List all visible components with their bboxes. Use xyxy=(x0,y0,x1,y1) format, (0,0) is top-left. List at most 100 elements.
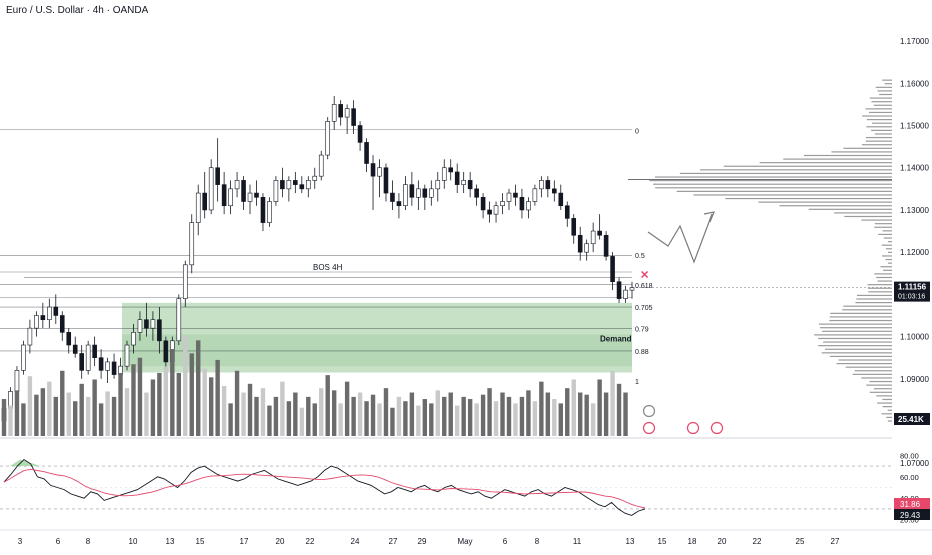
volume-bar xyxy=(105,391,110,436)
x-tick-label: 22 xyxy=(753,537,762,546)
volume-bar xyxy=(435,390,440,436)
candle-body xyxy=(267,201,272,223)
fib-level-label: 0.79 xyxy=(635,327,649,334)
candle-body xyxy=(47,306,52,320)
candle-body xyxy=(623,289,628,299)
fib-level-label: 0.705 xyxy=(635,305,653,312)
candle-body xyxy=(370,163,376,177)
volume-bar xyxy=(21,403,26,436)
candle-body xyxy=(312,175,318,181)
candle-body xyxy=(21,344,26,371)
volume-bar xyxy=(539,381,544,436)
volume-profile-bar xyxy=(758,201,892,203)
candle-body xyxy=(14,370,20,392)
candle-body xyxy=(474,188,479,198)
volume-profile-bar xyxy=(882,398,892,401)
volume-bar xyxy=(234,370,240,436)
volume-profile-bar xyxy=(873,388,892,390)
volume-profile-bar xyxy=(655,187,892,189)
volume-bar xyxy=(280,381,285,436)
volume-profile-bar xyxy=(873,104,892,106)
candle-body xyxy=(564,205,570,219)
x-tick-label: 29 xyxy=(418,537,427,546)
volume-bar xyxy=(331,390,337,436)
volume-profile-bar xyxy=(829,319,892,322)
x-tick-label: 3 xyxy=(18,537,23,546)
volume-bar xyxy=(47,381,52,436)
volume-bar xyxy=(98,403,104,436)
x-tick-label: May xyxy=(457,537,472,546)
x-tick-label: 20 xyxy=(718,537,727,546)
y-tick-label: 1.17000 xyxy=(900,37,929,46)
candle-body xyxy=(390,192,395,202)
volume-bar xyxy=(383,388,389,436)
candle-body xyxy=(539,180,544,190)
candle-body xyxy=(519,196,525,211)
volume-bar xyxy=(254,396,259,436)
volume-bar xyxy=(442,396,447,436)
candle-body xyxy=(182,264,188,299)
candle-body xyxy=(215,167,220,185)
candle-body xyxy=(416,188,421,198)
candle-body xyxy=(409,184,415,198)
volume-bar xyxy=(623,392,628,436)
volume-profile-bar xyxy=(877,90,892,92)
volume-profile-bar xyxy=(679,172,892,175)
volume-profile-bar xyxy=(882,406,892,408)
volume-bar xyxy=(422,399,428,436)
volume-profile-bar xyxy=(869,380,892,383)
candle-body xyxy=(318,154,324,177)
volume-bar xyxy=(85,396,91,436)
volume-profile-bar xyxy=(888,241,892,243)
volume-profile-bar xyxy=(878,233,892,236)
volume-profile-bar xyxy=(874,273,892,275)
candle-body xyxy=(273,180,279,202)
candle-body xyxy=(558,192,564,207)
invalidation-mark: ✕ xyxy=(640,269,649,281)
candle-body xyxy=(338,104,343,118)
candle-body xyxy=(305,180,311,190)
candle-body xyxy=(98,357,104,371)
volume-profile-bar xyxy=(865,140,892,142)
economic-event-icon xyxy=(686,421,700,435)
volume-bar xyxy=(364,401,369,436)
candle-body xyxy=(584,243,589,253)
candle-body xyxy=(293,180,298,185)
volume-bar xyxy=(500,392,505,436)
candle-body xyxy=(144,319,149,329)
x-tick-label: 25 xyxy=(796,537,805,546)
candle-body xyxy=(202,192,208,211)
volume-bar xyxy=(170,349,175,436)
y-tick-label: 1.15000 xyxy=(900,122,929,131)
volume-bar xyxy=(144,392,149,436)
volume-bar xyxy=(578,392,583,436)
volume-bar xyxy=(616,383,622,436)
volume-profile-bar xyxy=(874,223,892,225)
volume-bar xyxy=(183,336,188,436)
volume-bar xyxy=(208,377,214,436)
volume-profile-bar xyxy=(868,111,892,114)
countdown-label: 01:03:16 xyxy=(898,294,925,301)
volume-profile-bar xyxy=(869,97,892,99)
candle-body xyxy=(228,188,233,207)
volume-profile-bar xyxy=(699,169,892,171)
candle-body xyxy=(616,281,622,299)
volume-profile-bar xyxy=(843,305,892,307)
volume-profile-bar xyxy=(879,93,892,96)
candle-body xyxy=(577,234,583,253)
fib-level-label: 1 xyxy=(635,379,639,386)
demand-zone-inner xyxy=(122,334,632,367)
volume-profile-bar xyxy=(693,194,892,196)
volume-bar xyxy=(474,403,479,436)
volume-profile-bar xyxy=(885,248,892,250)
candle-body xyxy=(254,192,259,198)
volume-profile-bar xyxy=(887,409,892,411)
volume-bar xyxy=(247,383,253,436)
volume-bar xyxy=(480,394,486,436)
rsi-tick-label: 80.00 xyxy=(900,451,919,460)
volume-profile-bar xyxy=(843,147,892,149)
candle-body xyxy=(92,344,97,358)
volume-bar xyxy=(79,383,84,436)
candle-body xyxy=(260,196,266,223)
